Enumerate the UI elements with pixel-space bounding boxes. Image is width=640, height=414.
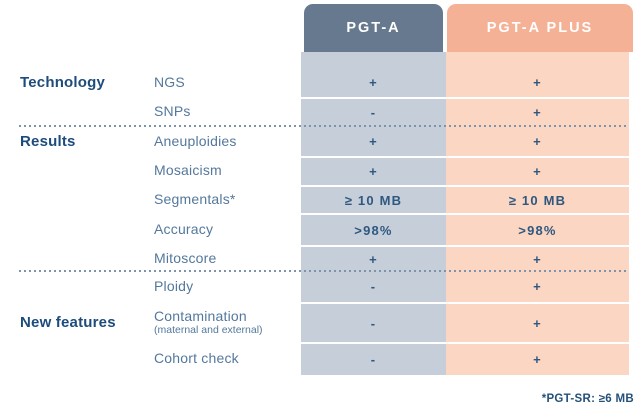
table-row-aneuploidies: Results Aneuploidies + + [0, 126, 640, 156]
table-row-contamination: New features Contamination (maternal and… [0, 302, 640, 342]
feature-label: Contamination [154, 307, 247, 324]
feature-label: Segmentals* [154, 190, 236, 207]
table-row-snps: SNPs - + [0, 97, 640, 126]
column-header-pgta-label: PGT-A [346, 20, 401, 36]
feature-label: SNPs [154, 103, 191, 119]
feature-label: Accuracy [154, 220, 214, 237]
table-row-cohort-check: Cohort check - + [0, 342, 640, 375]
feature-label: Mosaicism [154, 162, 222, 178]
table-row-top-spacer [0, 52, 640, 68]
table-row-accuracy: Accuracy >98% >98% [0, 213, 640, 245]
feature-sublabel: (maternal and external) [154, 323, 263, 336]
value-cell-pgta-plus: + [446, 245, 629, 271]
table-row-ngs: Technology NGS + + [0, 68, 640, 97]
section-label-technology: Technology [20, 74, 106, 91]
value-cell-pgta [301, 52, 446, 68]
value-cell-pgta: + [301, 156, 446, 185]
value-cell-pgta-plus: + [446, 68, 629, 97]
feature-label: Aneuploidies [154, 132, 237, 149]
table-row-ploidy: Ploidy - + [0, 271, 640, 302]
value-cell-pgta: - [301, 302, 446, 342]
column-header-pgta-plus-label: PGT-A PLUS [486, 20, 594, 36]
value-cell-pgta-plus [446, 52, 629, 68]
value-cell-pgta-plus: + [446, 97, 629, 126]
value-cell-pgta: - [301, 97, 446, 126]
table-body: Technology NGS + + SNPs - + Results Aneu… [0, 52, 640, 375]
value-cell-pgta: ≥ 10 MB [301, 185, 446, 213]
value-cell-pgta-plus: + [446, 271, 629, 302]
value-cell-pgta: + [301, 126, 446, 156]
section-divider-dotted [19, 270, 629, 272]
value-cell-pgta-plus: + [446, 126, 629, 156]
value-cell-pgta-plus: + [446, 302, 629, 342]
feature-label: Mitoscore [154, 249, 217, 266]
section-label-results: Results [20, 132, 76, 150]
column-header-pgta-plus: PGT-A PLUS [447, 4, 633, 52]
value-cell-pgta-plus: + [446, 156, 629, 185]
value-cell-pgta-plus: ≥ 10 MB [446, 185, 629, 213]
section-divider-dotted [19, 125, 629, 127]
value-cell-pgta-plus: + [446, 342, 629, 375]
table-row-mitoscore: Mitoscore + + [0, 245, 640, 271]
feature-label: Cohort check [154, 350, 239, 366]
value-cell-pgta: - [301, 271, 446, 302]
value-cell-pgta-plus: >98% [446, 213, 629, 245]
feature-label: NGS [154, 74, 185, 90]
value-cell-pgta: >98% [301, 213, 446, 245]
table-row-segmentals: Segmentals* ≥ 10 MB ≥ 10 MB [0, 185, 640, 213]
value-cell-pgta: + [301, 68, 446, 97]
column-header-pgta: PGT-A [304, 4, 443, 52]
feature-label: Ploidy [154, 278, 194, 294]
table-row-mosaicism: Mosaicism + + [0, 156, 640, 185]
footnote: *PGT-SR: ≥6 MB [541, 393, 634, 405]
section-label-new-features: New features [20, 313, 116, 331]
value-cell-pgta: + [301, 245, 446, 271]
value-cell-pgta: - [301, 342, 446, 375]
